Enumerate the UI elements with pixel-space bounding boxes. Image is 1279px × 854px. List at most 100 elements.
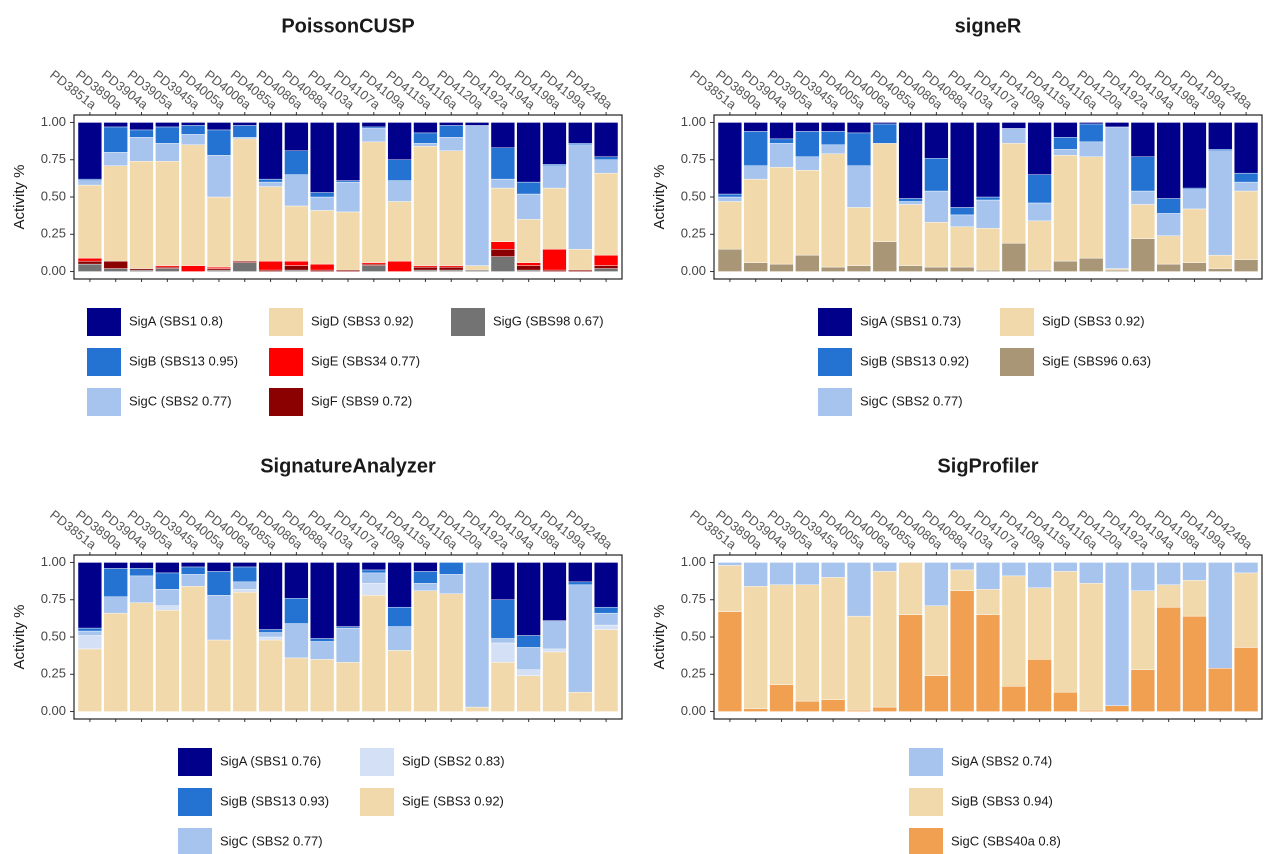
- bar-segment: [155, 572, 180, 590]
- bar-segment: [924, 605, 949, 676]
- bar-segment: [1079, 123, 1104, 143]
- bar-segment: [1130, 562, 1155, 591]
- bar-segment: [232, 122, 257, 126]
- y-axis-label: Activity %: [11, 604, 28, 669]
- bar-segment: [206, 122, 232, 131]
- bar-segment: [1053, 137, 1078, 150]
- bar-segment: [77, 562, 102, 629]
- bar-segment: [439, 266, 464, 271]
- bar-segment: [594, 254, 619, 266]
- bar-segment: [413, 583, 438, 591]
- bar-segment: [129, 122, 154, 131]
- bar-segment: [821, 122, 846, 132]
- legend-key: [87, 308, 121, 336]
- bar-segment: [464, 706, 490, 712]
- bar-segment: [1104, 126, 1130, 269]
- bar-segment: [490, 178, 515, 189]
- legend-label: SigE (SBS34 0.77): [311, 353, 420, 368]
- bar-segment: [594, 156, 619, 160]
- bar-segment: [335, 180, 361, 183]
- bar-segment: [284, 269, 309, 272]
- bar-segment: [872, 706, 897, 712]
- bar-segment: [155, 562, 180, 574]
- bar-segment: [1130, 204, 1155, 239]
- bar-segment: [310, 659, 335, 712]
- bar-segment: [232, 260, 257, 263]
- bar-segment: [387, 260, 412, 272]
- y-tick-label: 1.00: [41, 114, 66, 129]
- bar-segment: [795, 156, 820, 171]
- bar-segment: [717, 565, 742, 612]
- bar-segment: [898, 562, 923, 615]
- bar-segment: [1234, 122, 1259, 174]
- bar-segment: [1182, 262, 1207, 272]
- bar-segment: [310, 122, 335, 193]
- bar-segment: [1156, 235, 1181, 265]
- bar-segment: [232, 562, 257, 568]
- bar-segment: [950, 569, 975, 591]
- bar-segment: [284, 598, 309, 624]
- bar-segment: [129, 268, 154, 271]
- bar-segment: [77, 648, 102, 712]
- bar-segment: [717, 562, 742, 566]
- bar-segment: [542, 248, 567, 271]
- bar-segment: [361, 263, 386, 266]
- bar-segment: [975, 269, 1001, 272]
- legend-label: SigD (SBS3 0.92): [311, 313, 414, 328]
- y-tick-label: 0.75: [681, 151, 706, 166]
- bar-segment: [594, 612, 619, 626]
- bar-segment: [232, 592, 257, 712]
- bar-segment: [129, 575, 154, 603]
- bar-segment: [258, 178, 283, 183]
- bar-segment: [846, 122, 872, 134]
- bar-segment: [516, 675, 541, 712]
- bar-segment: [439, 122, 464, 126]
- bar-segment: [335, 211, 361, 271]
- bar-segment: [335, 181, 361, 213]
- bar-segment: [439, 593, 464, 712]
- legend-key: [360, 788, 394, 816]
- bar-segment: [743, 562, 768, 587]
- bar-segment: [542, 163, 567, 166]
- legend-label: SigD (SBS3 0.92): [1042, 313, 1145, 328]
- bar-segment: [594, 265, 619, 269]
- bar-segment: [743, 131, 768, 166]
- bar-segment: [310, 641, 335, 660]
- bar-segment: [1027, 220, 1052, 271]
- bar-segment: [361, 595, 386, 712]
- bar-segment: [1104, 269, 1130, 272]
- y-tick-label: 0.50: [681, 628, 706, 643]
- bar-segment: [568, 144, 593, 250]
- bar-segment: [1001, 562, 1026, 577]
- y-tick-label: 0.25: [41, 666, 66, 681]
- bar-segment: [284, 657, 309, 712]
- legend-key: [1000, 348, 1034, 376]
- bar-segment: [490, 122, 515, 148]
- bar-segment: [232, 589, 257, 593]
- bar-segment: [387, 122, 412, 160]
- bar-segment: [1130, 156, 1155, 192]
- bar-segment: [743, 122, 768, 132]
- bar-segment: [335, 662, 361, 712]
- bar-segment: [1182, 189, 1207, 210]
- legend-key: [269, 308, 303, 336]
- legend-label: SigC (SBS2 0.77): [129, 393, 232, 408]
- bar-segment: [77, 263, 102, 272]
- legend-label: SigC (SBS2 0.77): [860, 393, 963, 408]
- bar-segment: [950, 207, 975, 216]
- bar-segment: [206, 571, 232, 596]
- bar-segment: [413, 132, 438, 144]
- bar-segment: [361, 141, 386, 263]
- bar-segment: [924, 122, 949, 159]
- y-tick-label: 0.75: [41, 151, 66, 166]
- y-tick-label: 0.50: [41, 188, 66, 203]
- bar-segment: [1208, 150, 1233, 256]
- bar-segment: [1079, 141, 1104, 157]
- chart-title: PoissonCUSP: [281, 15, 414, 37]
- legend-key: [269, 348, 303, 376]
- y-tick-label: 0.50: [41, 628, 66, 643]
- bar-segment: [155, 265, 180, 268]
- bar-segment: [232, 137, 257, 140]
- bar-segment: [103, 165, 128, 262]
- bar-segment: [284, 122, 309, 151]
